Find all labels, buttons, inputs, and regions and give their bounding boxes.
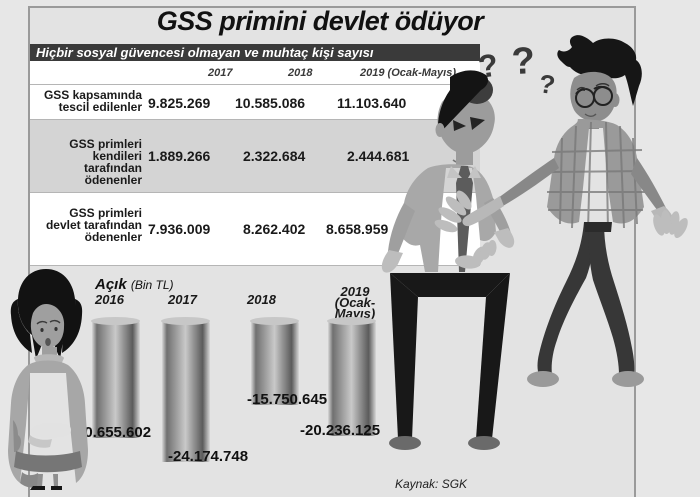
svg-text:?: ? (511, 40, 536, 83)
svg-text:?: ? (537, 68, 557, 100)
